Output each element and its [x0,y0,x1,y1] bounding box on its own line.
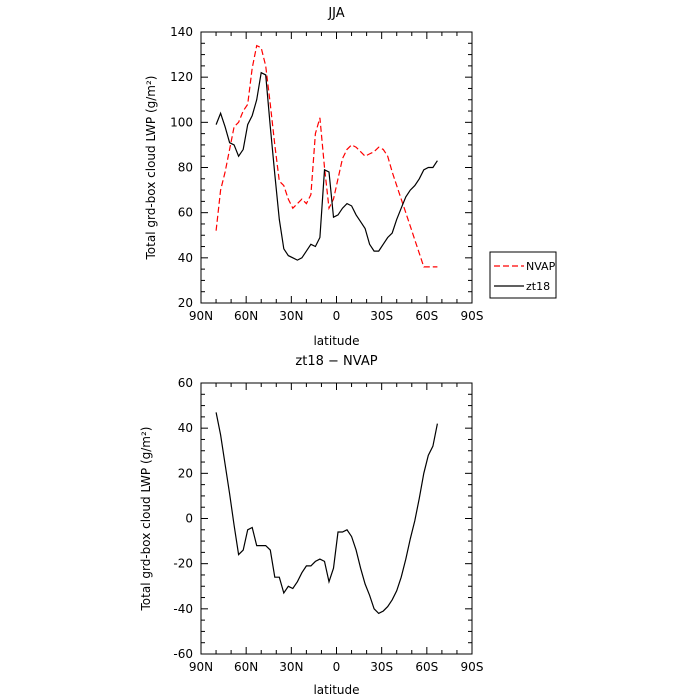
x-axis-label: latitude [313,683,359,697]
x-tick-label: 90N [189,309,213,323]
y-tick-label: 120 [170,70,193,84]
legend-entry-zt18: zt18 [526,280,550,293]
y-tick-label: 40 [178,421,193,435]
x-tick-label: 60S [415,309,438,323]
chart-bottom: 90N 60N 30N 0 30S 60S 90S -60 -40 -20 0 20 40 60 zt18 … [139,354,483,697]
x-tick-label: 90S [461,660,484,674]
plot-frame [200,382,473,655]
y-tick-label: 60 [178,206,193,220]
y-tick-label: -20 [173,557,193,571]
chart-top: 90N 60N 30N 0 30S 60S 90S 20 40 60 80 100 120 140 JJA l… [144,6,483,348]
x-tick-label: 0 [333,660,341,674]
y-tick-label: 100 [170,115,193,129]
x-tick-label: 30N [279,309,303,323]
x-tick-label: 30S [370,660,393,674]
x-tick-label: 60S [415,660,438,674]
y-axis-label: Total grd-box cloud LWP (g/m²) [139,427,153,612]
x-tick-label: 30N [279,660,303,674]
legend-entry-nvap: NVAP [526,260,556,273]
x-tick-label: 0 [333,309,341,323]
y-axis-label: Total grd-box cloud LWP (g/m²) [144,76,158,261]
x-tick-label: 60N [234,660,258,674]
x-tick-label: 90S [461,309,484,323]
y-tick-label: 20 [178,466,193,480]
series-line-zt18 [215,71,438,261]
y-tick-label: 80 [178,161,193,175]
y-tick-label: 140 [170,25,193,39]
x-tick-label: 60N [234,309,258,323]
x-axis-label: latitude [313,334,359,348]
series-line-nvap [215,44,438,268]
series-line-difference [215,412,438,615]
y-tick-label: 40 [178,251,193,265]
x-tick-label: 90N [189,660,213,674]
y-tick-label: -40 [173,602,193,616]
legend: NVAP zt18 [489,251,557,299]
chart-title: zt18 − NVAP [295,354,377,369]
y-tick-label: -60 [173,647,193,661]
y-tick-label: 0 [185,512,193,526]
y-tick-label: 60 [178,376,193,390]
legend-box [489,251,557,299]
x-tick-label: 30S [370,309,393,323]
chart-title: JJA [327,6,344,21]
y-tick-label: 20 [178,296,193,310]
